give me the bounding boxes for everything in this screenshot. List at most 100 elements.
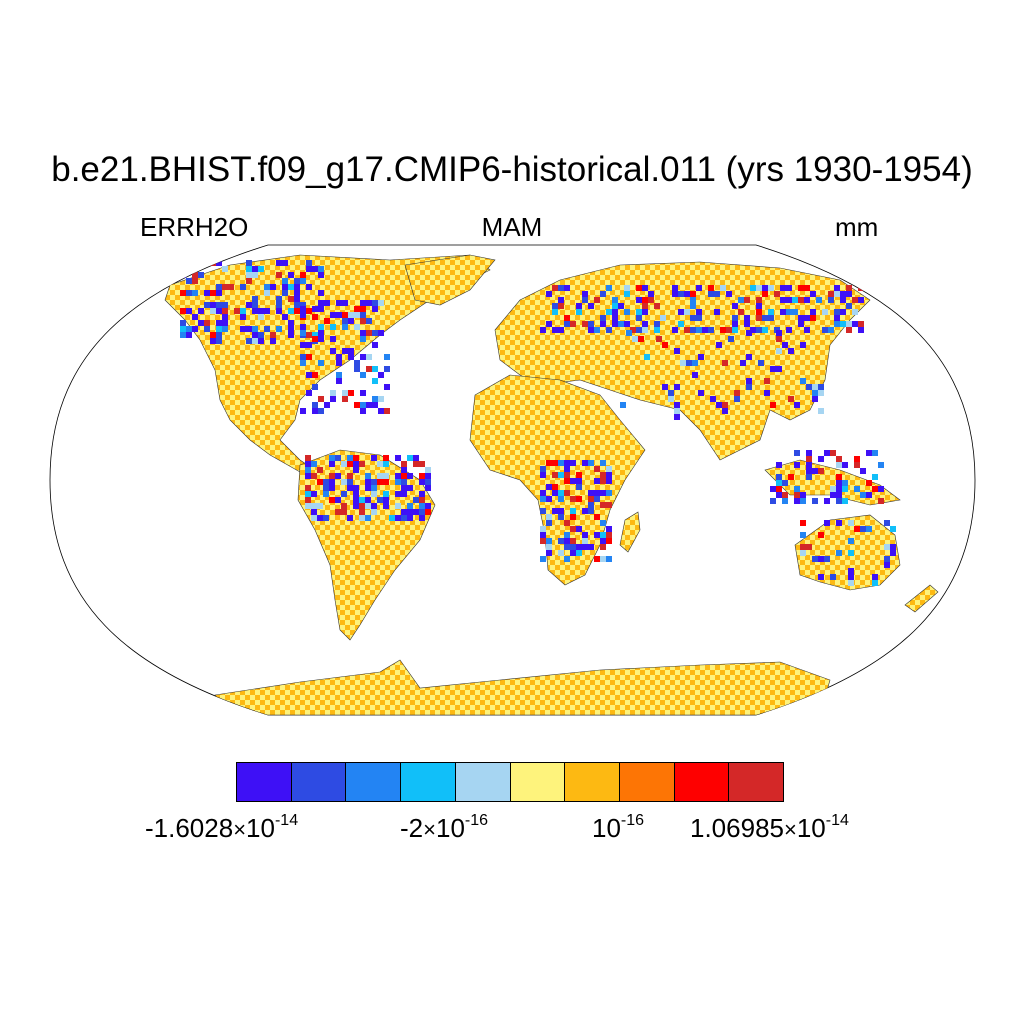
anomaly-cell — [294, 308, 300, 314]
anomaly-cell — [365, 503, 371, 509]
anomaly-cell — [413, 497, 419, 503]
anomaly-cell — [858, 297, 864, 303]
anomaly-cell — [810, 291, 816, 297]
anomaly-cell — [318, 300, 324, 306]
anomaly-cell — [726, 291, 732, 297]
anomaly-cell — [330, 348, 336, 354]
anomaly-cell — [300, 302, 306, 308]
anomaly-cell — [654, 321, 660, 327]
anomaly-cell — [756, 315, 762, 321]
anomaly-cell — [365, 473, 371, 479]
anomaly-cell — [288, 284, 294, 290]
anomaly-cell — [848, 568, 854, 574]
anomaly-cell — [330, 312, 336, 318]
anomaly-cell — [353, 461, 359, 467]
anomaly-cell — [600, 460, 606, 466]
anomaly-cell — [312, 314, 318, 320]
anomaly-cell — [300, 312, 306, 318]
anomaly-cell — [624, 321, 630, 327]
anomaly-cell — [854, 456, 860, 462]
anomaly-cell — [258, 338, 264, 344]
anomaly-cell — [818, 532, 824, 538]
anomaly-cell — [282, 260, 288, 266]
anomaly-cell — [186, 326, 192, 332]
anomaly-cell — [630, 327, 636, 333]
anomaly-cell — [198, 320, 204, 326]
anomaly-cell — [654, 303, 660, 309]
anomaly-cell — [800, 550, 806, 556]
anomaly-cell — [878, 498, 884, 504]
anomaly-cell — [377, 479, 383, 485]
anomaly-cell — [834, 315, 840, 321]
anomaly-cell — [636, 315, 642, 321]
anomaly-cell — [756, 309, 762, 315]
anomaly-cell — [594, 556, 600, 562]
anomaly-cell — [288, 296, 294, 302]
anomaly-cell — [354, 402, 360, 408]
anomaly-cell — [348, 312, 354, 318]
anomaly-cell — [600, 532, 606, 538]
anomaly-cell — [834, 321, 840, 327]
anomaly-cell — [606, 526, 612, 532]
anomaly-cell — [378, 300, 384, 306]
anomaly-cell — [335, 509, 341, 515]
anomaly-cell — [782, 498, 788, 504]
anomaly-cell — [600, 502, 606, 508]
anomaly-cell — [810, 309, 816, 315]
anomaly-cell — [806, 474, 812, 480]
anomaly-cell — [372, 330, 378, 336]
anomaly-cell — [762, 285, 768, 291]
anomaly-cell — [365, 485, 371, 491]
anomaly-cell — [678, 309, 684, 315]
anomaly-cell — [672, 291, 678, 297]
anomaly-cell — [389, 515, 395, 521]
anomaly-cell — [692, 360, 698, 366]
anomaly-cell — [722, 402, 728, 408]
anomaly-cell — [558, 285, 564, 291]
anomaly-cell — [413, 461, 419, 467]
anomaly-cell — [570, 496, 576, 502]
anomaly-cell — [770, 366, 776, 372]
anomaly-cell — [401, 473, 407, 479]
anomaly-cell — [804, 327, 810, 333]
anomaly-cell — [690, 303, 696, 309]
anomaly-cell — [872, 574, 878, 580]
anomaly-cell — [672, 285, 678, 291]
anomaly-cell — [570, 460, 576, 466]
anomaly-cell — [276, 272, 282, 278]
anomaly-cell — [842, 462, 848, 468]
anomaly-cell — [378, 396, 384, 402]
anomaly-cell — [576, 526, 582, 532]
anomaly-cell — [384, 408, 390, 414]
anomaly-cell — [341, 503, 347, 509]
anomaly-cell — [816, 297, 822, 303]
anomaly-cell — [588, 321, 594, 327]
anomaly-cell — [624, 285, 630, 291]
anomaly-cell — [830, 450, 836, 456]
anomaly-cell — [674, 414, 680, 420]
colorbar-box — [401, 763, 456, 801]
anomaly-cell — [806, 384, 812, 390]
anomaly-cell — [620, 402, 626, 408]
greenland — [404, 254, 496, 306]
anomaly-cell — [732, 315, 738, 321]
variable-label: ERRH2O — [140, 212, 249, 242]
anomaly-cell — [288, 326, 294, 332]
anomaly-cell — [782, 480, 788, 486]
anomaly-cell — [371, 503, 377, 509]
anomaly-cell — [638, 336, 644, 342]
anomaly-cell — [216, 290, 222, 296]
anomaly-cell — [788, 348, 794, 354]
anomaly-cell — [848, 580, 854, 586]
anomaly-cell — [866, 450, 872, 456]
anomaly-cell — [329, 497, 335, 503]
anomaly-cell — [810, 315, 816, 321]
anomaly-cell — [836, 462, 842, 468]
anomaly-cell — [860, 492, 866, 498]
anomaly-cell — [311, 491, 317, 497]
anomaly-cell — [540, 532, 546, 538]
anomaly-cell — [798, 297, 804, 303]
anomaly-cell — [305, 485, 311, 491]
anomaly-cell — [192, 272, 198, 278]
anomaly-cell — [312, 332, 318, 338]
